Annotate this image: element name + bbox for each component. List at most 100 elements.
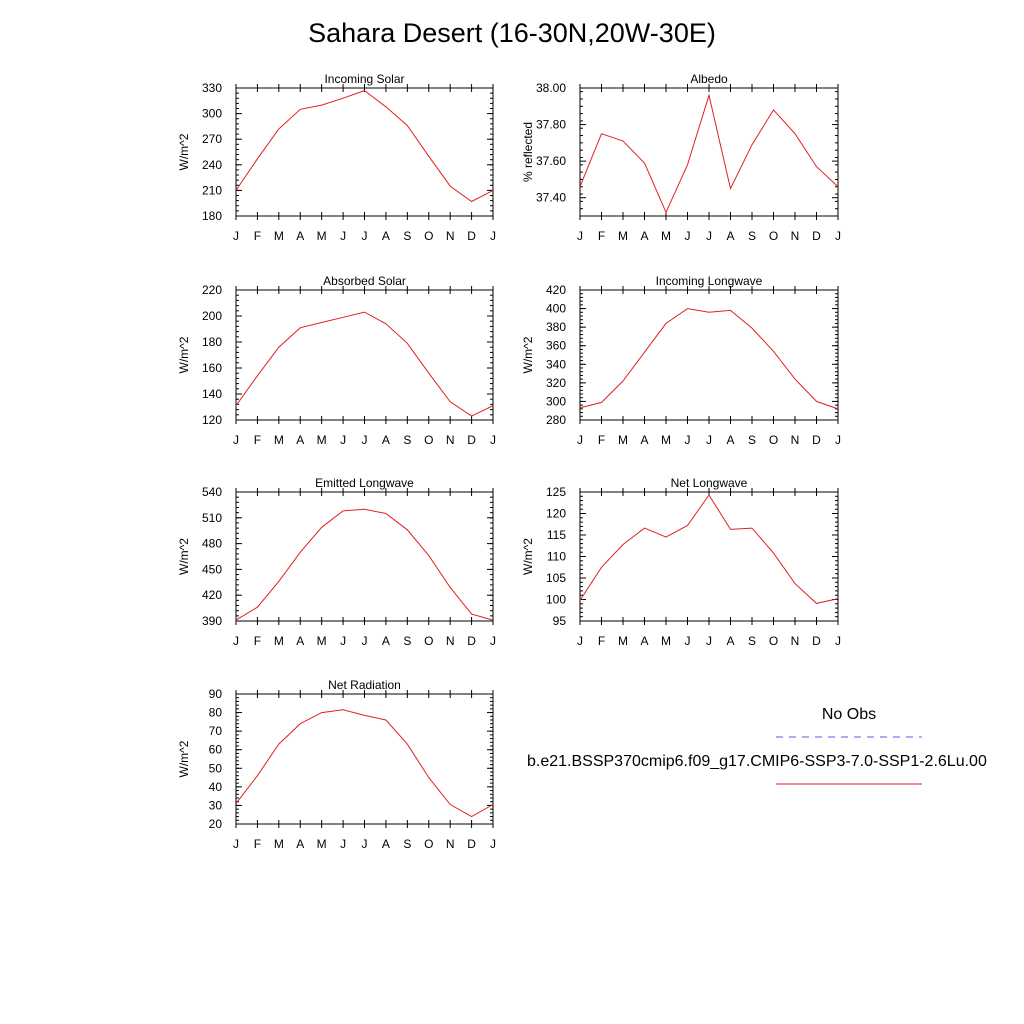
x-tick-label: J bbox=[340, 433, 346, 447]
series-line bbox=[235, 508, 494, 621]
x-tick-label: J bbox=[577, 634, 583, 648]
y-tick-label: 280 bbox=[546, 413, 566, 427]
y-tick-label: 330 bbox=[202, 81, 222, 95]
x-tick-label: A bbox=[382, 229, 390, 243]
x-tick-label: J bbox=[835, 229, 841, 243]
x-tick-label: N bbox=[791, 433, 800, 447]
x-tick-label: S bbox=[403, 433, 411, 447]
panel-title: Net Longwave bbox=[671, 476, 748, 490]
plot-frame bbox=[579, 87, 839, 217]
y-tick-label: 40 bbox=[209, 780, 223, 794]
plot-frame bbox=[579, 289, 839, 421]
x-tick-label: J bbox=[685, 634, 691, 648]
x-tick-label: F bbox=[598, 433, 605, 447]
x-tick-label: J bbox=[233, 229, 239, 243]
x-tick-label: M bbox=[661, 433, 671, 447]
y-axis-label: W/m^2 bbox=[521, 538, 535, 575]
y-tick-label: 300 bbox=[546, 394, 566, 408]
x-tick-label: A bbox=[640, 433, 648, 447]
series-line bbox=[579, 308, 839, 410]
x-tick-label: O bbox=[769, 229, 778, 243]
plot-frame bbox=[235, 693, 494, 825]
x-tick-label: A bbox=[382, 433, 390, 447]
plot-frame bbox=[579, 491, 839, 622]
y-tick-label: 115 bbox=[547, 528, 566, 542]
y-tick-label: 210 bbox=[202, 183, 222, 197]
x-tick-label: S bbox=[403, 634, 411, 648]
panel-title: Albedo bbox=[690, 72, 728, 86]
x-tick-label: A bbox=[726, 229, 734, 243]
x-tick-label: J bbox=[490, 433, 496, 447]
y-tick-label: 100 bbox=[546, 593, 566, 607]
panel-title: Incoming Solar bbox=[324, 72, 404, 86]
x-tick-label: M bbox=[274, 837, 284, 851]
y-tick-label: 480 bbox=[202, 537, 222, 551]
y-axis-label: W/m^2 bbox=[177, 133, 191, 170]
x-tick-label: A bbox=[296, 433, 304, 447]
y-tick-label: 240 bbox=[202, 158, 222, 172]
x-tick-label: A bbox=[640, 229, 648, 243]
x-tick-label: J bbox=[362, 433, 368, 447]
y-tick-label: 37.60 bbox=[536, 154, 566, 168]
y-tick-label: 360 bbox=[546, 339, 566, 353]
y-tick-label: 180 bbox=[202, 209, 222, 223]
y-tick-label: 37.40 bbox=[536, 191, 566, 205]
x-tick-label: J bbox=[362, 634, 368, 648]
x-tick-label: N bbox=[446, 634, 455, 648]
y-tick-label: 300 bbox=[202, 107, 222, 121]
x-tick-label: J bbox=[685, 433, 691, 447]
x-tick-label: J bbox=[490, 634, 496, 648]
plot-frame bbox=[235, 491, 494, 622]
y-tick-label: 270 bbox=[202, 132, 222, 146]
y-tick-label: 420 bbox=[202, 588, 222, 602]
x-tick-label: O bbox=[424, 634, 433, 648]
series-line bbox=[235, 311, 494, 417]
x-tick-label: M bbox=[661, 229, 671, 243]
x-tick-label: J bbox=[362, 229, 368, 243]
y-tick-label: 30 bbox=[209, 798, 223, 812]
x-tick-label: N bbox=[791, 634, 800, 648]
y-tick-label: 510 bbox=[202, 511, 222, 525]
y-tick-label: 160 bbox=[202, 361, 222, 375]
x-tick-label: A bbox=[640, 634, 648, 648]
y-tick-label: 400 bbox=[546, 302, 566, 316]
y-tick-label: 180 bbox=[202, 335, 222, 349]
y-tick-label: 340 bbox=[546, 357, 566, 371]
y-tick-label: 380 bbox=[546, 320, 566, 334]
y-tick-label: 420 bbox=[546, 283, 566, 297]
x-tick-label: M bbox=[317, 433, 327, 447]
y-tick-label: 140 bbox=[202, 387, 222, 401]
plot-frame bbox=[235, 289, 494, 421]
y-tick-label: 90 bbox=[209, 687, 223, 701]
x-tick-label: N bbox=[446, 229, 455, 243]
x-tick-label: J bbox=[577, 433, 583, 447]
x-tick-label: O bbox=[424, 229, 433, 243]
x-tick-label: M bbox=[274, 634, 284, 648]
x-tick-label: M bbox=[317, 837, 327, 851]
x-tick-label: N bbox=[446, 433, 455, 447]
y-tick-label: 20 bbox=[209, 817, 223, 831]
x-tick-label: S bbox=[403, 837, 411, 851]
x-tick-label: F bbox=[254, 229, 261, 243]
x-tick-label: J bbox=[835, 433, 841, 447]
panel-title: Emitted Longwave bbox=[315, 476, 414, 490]
x-tick-label: J bbox=[233, 634, 239, 648]
x-tick-label: J bbox=[233, 433, 239, 447]
x-tick-label: S bbox=[748, 229, 756, 243]
x-tick-label: D bbox=[467, 433, 476, 447]
x-tick-label: F bbox=[254, 634, 261, 648]
y-tick-label: 80 bbox=[209, 706, 223, 720]
x-tick-label: F bbox=[598, 634, 605, 648]
y-axis-label: % reflected bbox=[521, 122, 535, 182]
y-axis-label: W/m^2 bbox=[177, 740, 191, 777]
series-line bbox=[579, 494, 839, 604]
x-tick-label: D bbox=[812, 229, 821, 243]
y-tick-label: 120 bbox=[546, 507, 566, 521]
x-tick-label: J bbox=[490, 229, 496, 243]
